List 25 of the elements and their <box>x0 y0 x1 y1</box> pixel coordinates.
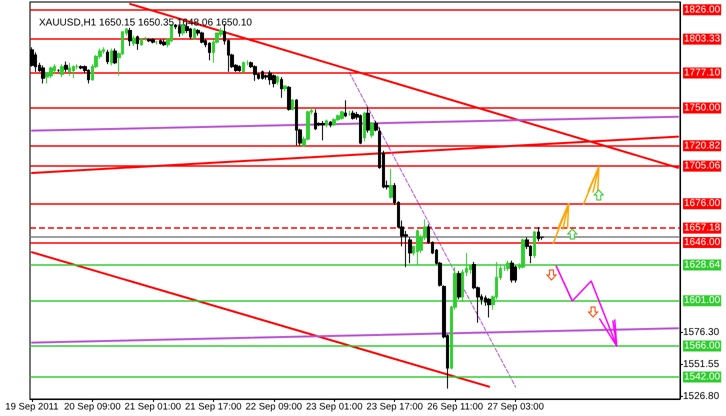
ref-line-label: 1628.64 <box>684 259 721 270</box>
ref-line-label: 1646.00 <box>684 237 721 248</box>
x-tick-label: 23 Sep 17:00 <box>366 402 423 412</box>
ref-line-label: 1777.10 <box>684 67 721 78</box>
ref-line-label: 1542.00 <box>684 372 721 383</box>
x-tick-label: 21 Sep 01:00 <box>124 402 182 412</box>
x-tick-label: 20 Sep 09:00 <box>64 402 121 412</box>
y-tick-label: 1576.30 <box>683 327 720 338</box>
x-tick-label: 23 Sep 01:00 <box>306 402 362 412</box>
x-tick-label: 22 Sep 09:00 <box>245 402 302 412</box>
y-tick-label: 1551.55 <box>683 359 720 370</box>
x-tick-label: 19 Sep 2011 <box>5 402 58 412</box>
x-tick-label: 21 Sep 17:00 <box>185 402 242 412</box>
ref-line-label: 1705.06 <box>684 160 721 172</box>
ref-line-label: 1803.33 <box>684 34 721 45</box>
ref-line-label: 1601.00 <box>684 295 721 306</box>
ref-line-label: 1566.00 <box>684 340 721 352</box>
ref-line-label: 1750.00 <box>684 102 721 114</box>
ref-line-label: 1676.00 <box>684 198 721 210</box>
x-tick-label: 26 Sep 11:00 <box>427 402 484 412</box>
ref-line-label: 1826.00 <box>684 4 721 16</box>
y-tick-label: 1526.80 <box>683 391 720 402</box>
ref-line-label: 1720.82 <box>684 140 721 152</box>
x-tick-label: 27 Sep 03:00 <box>487 402 544 412</box>
ref-line-label: 1657.18 <box>684 222 721 234</box>
